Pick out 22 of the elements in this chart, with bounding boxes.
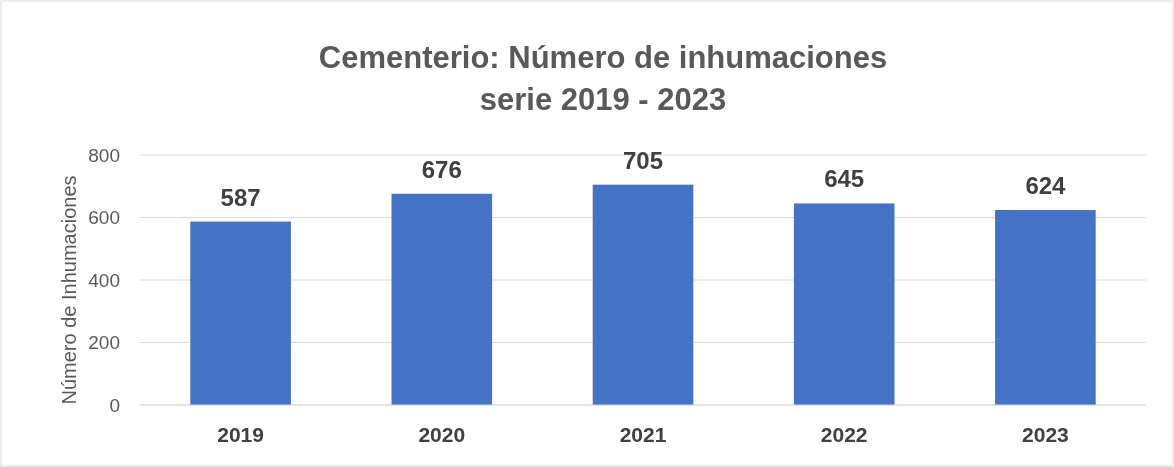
x-tick-label: 2020 xyxy=(418,423,466,446)
y-tick-label: 400 xyxy=(88,269,120,291)
x-tick-label: 2019 xyxy=(217,423,264,446)
bar xyxy=(995,210,1096,405)
bar xyxy=(592,184,694,405)
y-tick-label: 200 xyxy=(88,332,120,354)
y-tick-label: 800 xyxy=(88,144,120,166)
data-label: 705 xyxy=(622,146,664,174)
y-axis-title: Número de Inhumaciones xyxy=(58,175,80,405)
y-tick-label: 600 xyxy=(88,207,120,229)
bar xyxy=(190,221,291,405)
data-label: 645 xyxy=(824,165,865,193)
x-tick-label: 2021 xyxy=(619,423,667,446)
x-tick-label: 2023 xyxy=(1022,423,1069,446)
data-label: 587 xyxy=(220,183,261,211)
y-tick-label: 0 xyxy=(109,394,120,416)
x-tick-label: 2022 xyxy=(820,423,868,446)
data-label: 676 xyxy=(421,155,462,183)
bar xyxy=(793,203,895,405)
bar xyxy=(391,193,493,405)
data-label: 624 xyxy=(1025,172,1067,199)
chart-title: Cementerio: Número de inhumaciones serie 2019 - 2023 xyxy=(318,40,888,117)
